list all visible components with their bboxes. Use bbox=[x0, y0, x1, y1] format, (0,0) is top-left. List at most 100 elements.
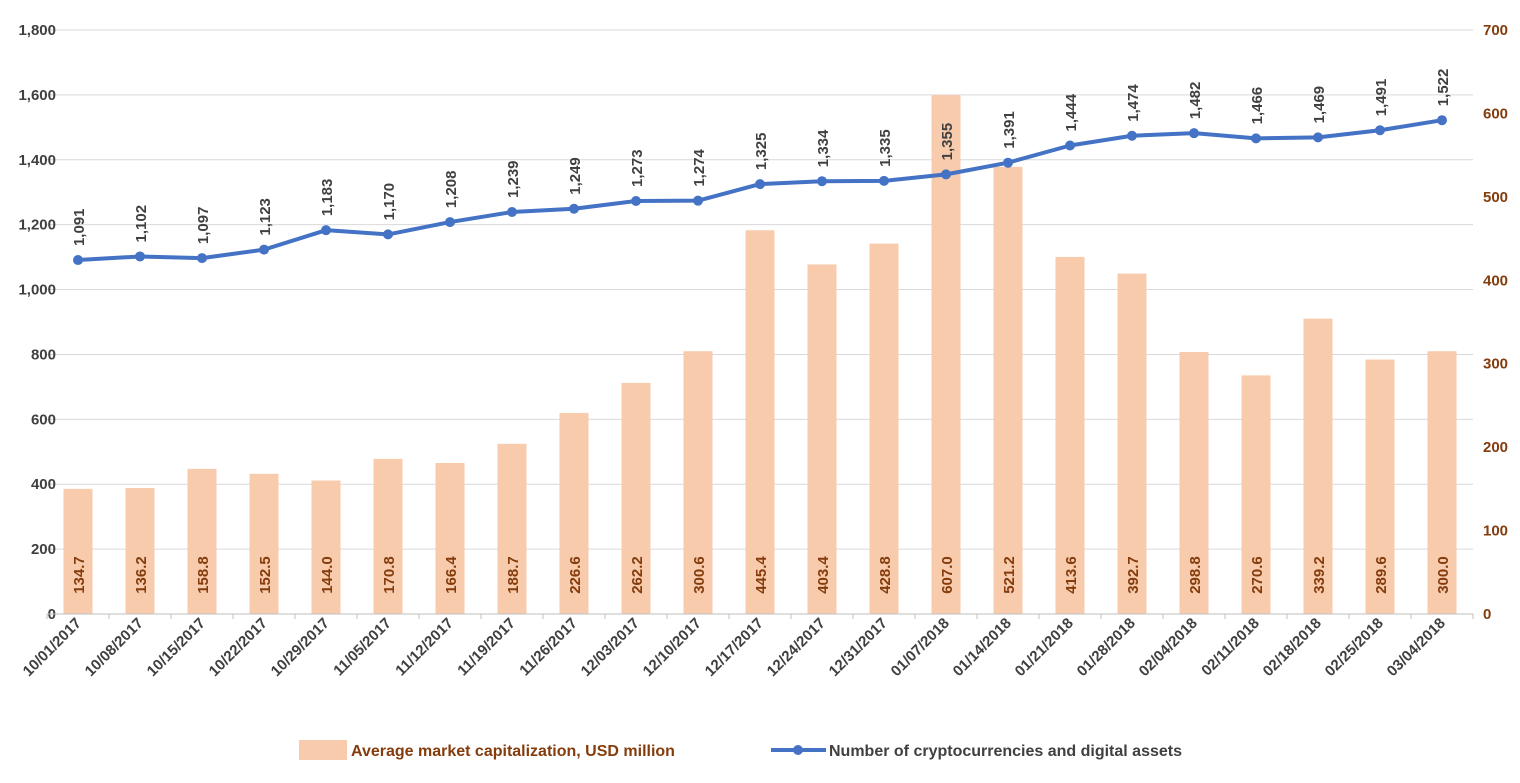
line-data-label: 1,444 bbox=[1063, 93, 1080, 131]
bar bbox=[311, 480, 341, 614]
bar bbox=[1427, 351, 1457, 614]
line-point bbox=[135, 251, 145, 262]
x-tick-label: 02/04/2018 bbox=[1136, 615, 1201, 680]
line-point bbox=[445, 217, 455, 228]
bar bbox=[1179, 352, 1209, 614]
bar bbox=[683, 351, 713, 614]
bar-data-label: 226.6 bbox=[567, 556, 584, 594]
line-data-label: 1,474 bbox=[1125, 84, 1142, 122]
legend-line-marker bbox=[793, 745, 803, 755]
line-data-label: 1,091 bbox=[71, 208, 88, 246]
line-point bbox=[1437, 115, 1447, 126]
x-tick-label: 11/26/2017 bbox=[516, 615, 581, 680]
bar-series bbox=[63, 95, 1457, 615]
bar bbox=[1117, 273, 1147, 614]
line-data-labels: 1,091 1,102 1,097 1,123 1,183 1,170 1,208 1,239… bbox=[71, 69, 1452, 246]
bar-data-label: 170.8 bbox=[381, 556, 398, 594]
bar-data-label: 270.6 bbox=[1249, 556, 1266, 594]
line-point bbox=[1313, 132, 1323, 143]
y-right-tick-label: 200 bbox=[1483, 439, 1508, 456]
bar-data-label: 521.2 bbox=[1001, 556, 1018, 594]
line-point bbox=[1375, 125, 1385, 136]
y-right-tick-label: 500 bbox=[1483, 189, 1508, 206]
x-tick-label: 01/14/2018 bbox=[950, 615, 1015, 680]
x-axis: 10/01/201710/08/201710/15/201710/22/2017… bbox=[20, 613, 1474, 680]
bar bbox=[187, 468, 217, 614]
bar-data-label: 158.8 bbox=[195, 556, 212, 594]
line-data-label: 1,097 bbox=[195, 207, 212, 245]
bar-data-label: 413.6 bbox=[1063, 556, 1080, 594]
x-tick-label: 01/07/2018 bbox=[888, 615, 953, 680]
x-tick-label: 12/10/2017 bbox=[640, 615, 705, 680]
bar bbox=[125, 488, 155, 614]
x-tick-label: 02/18/2018 bbox=[1260, 615, 1325, 680]
line-point bbox=[321, 225, 331, 236]
bar-data-label: 136.2 bbox=[133, 556, 150, 594]
bar-data-label: 403.4 bbox=[815, 556, 832, 594]
bar bbox=[1055, 256, 1085, 614]
bar bbox=[249, 473, 279, 614]
x-tick-label: 01/28/2018 bbox=[1074, 615, 1139, 680]
bar-data-label: 144.0 bbox=[319, 556, 336, 594]
bar-data-label: 607.0 bbox=[939, 556, 956, 594]
bar-data-label: 152.5 bbox=[257, 556, 274, 594]
x-tick-label: 11/19/2017 bbox=[454, 615, 519, 680]
bar-data-label: 298.8 bbox=[1187, 556, 1204, 594]
y-left-tick-label: 1,200 bbox=[18, 217, 56, 234]
y-left-tick-label: 1,000 bbox=[18, 282, 56, 299]
y-left-tick-label: 400 bbox=[31, 476, 56, 493]
y-left-tick-label: 200 bbox=[31, 541, 56, 558]
x-tick-label: 02/11/2018 bbox=[1198, 615, 1263, 680]
x-tick-label: 12/17/2017 bbox=[702, 615, 767, 680]
line-data-label: 1,522 bbox=[1435, 69, 1452, 107]
line-point bbox=[755, 179, 765, 190]
bar-data-label: 289.6 bbox=[1373, 556, 1390, 594]
line-data-label: 1,102 bbox=[133, 205, 150, 243]
bar-data-label: 262.2 bbox=[629, 556, 646, 594]
line-data-label: 1,355 bbox=[939, 123, 956, 161]
x-tick-label: 12/24/2017 bbox=[764, 615, 829, 680]
line-point bbox=[631, 195, 641, 206]
line-point bbox=[941, 169, 951, 180]
x-tick-label: 11/05/2017 bbox=[330, 615, 395, 680]
bar bbox=[63, 488, 93, 614]
line-point bbox=[817, 176, 827, 187]
y-right-tick-label: 300 bbox=[1483, 356, 1508, 373]
line-data-label: 1,491 bbox=[1373, 79, 1390, 117]
line-data-label: 1,183 bbox=[319, 179, 336, 217]
line-data-label: 1,469 bbox=[1311, 86, 1328, 124]
legend-bar-swatch bbox=[299, 740, 347, 760]
bar bbox=[1241, 375, 1271, 614]
x-tick-label: 10/08/2017 bbox=[82, 615, 147, 680]
line-data-label: 1,249 bbox=[567, 157, 584, 195]
line-data-label: 1,391 bbox=[1001, 111, 1018, 149]
line-data-label: 1,482 bbox=[1187, 82, 1204, 120]
bar bbox=[559, 412, 589, 614]
y-left-tick-label: 1,800 bbox=[18, 22, 56, 39]
x-tick-label: 10/15/2017 bbox=[144, 615, 209, 680]
y-left-tick-label: 1,400 bbox=[18, 152, 56, 169]
y-right-tick-label: 100 bbox=[1483, 523, 1508, 540]
line-data-label: 1,335 bbox=[877, 129, 894, 167]
line-point bbox=[879, 175, 889, 186]
bar bbox=[993, 166, 1023, 614]
y-right-tick-label: 700 bbox=[1483, 22, 1508, 39]
x-tick-label: 03/04/2018 bbox=[1384, 615, 1449, 680]
legend-line-label: Number of cryptocurrencies and digital a… bbox=[829, 743, 1182, 760]
line-data-label: 1,239 bbox=[505, 160, 522, 198]
bar-data-label: 134.7 bbox=[71, 556, 88, 594]
right-axis: 0 100 200 300 400 500 600 700 bbox=[1483, 22, 1508, 623]
bar bbox=[373, 458, 403, 614]
y-left-tick-label: 600 bbox=[31, 411, 56, 428]
x-tick-label: 11/12/2017 bbox=[392, 615, 457, 680]
legend-bar-label: Average market capitalization, USD milli… bbox=[351, 743, 675, 760]
line-data-label: 1,274 bbox=[691, 148, 708, 186]
line-point bbox=[197, 253, 207, 264]
x-tick-label: 12/03/2017 bbox=[578, 615, 643, 680]
line-point bbox=[569, 203, 579, 214]
bar-data-label: 300.0 bbox=[1435, 556, 1452, 594]
line-data-label: 1,334 bbox=[815, 129, 832, 167]
